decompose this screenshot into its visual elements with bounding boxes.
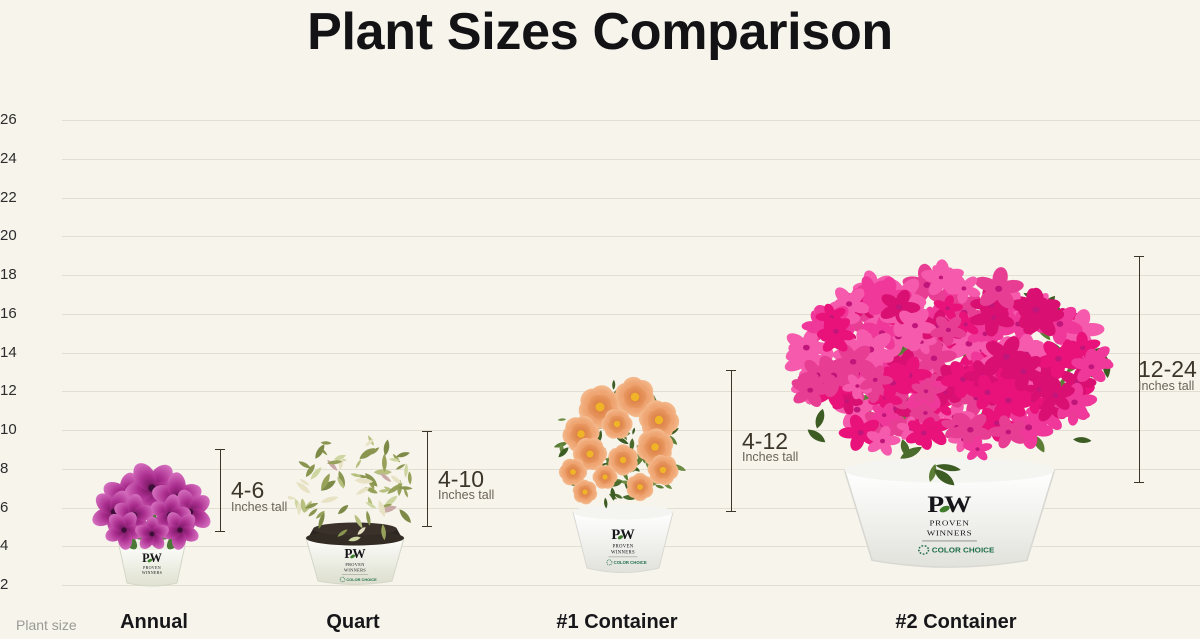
svg-text:PW: PW: [927, 491, 972, 518]
svg-text:COLOR CHOICE: COLOR CHOICE: [346, 577, 377, 582]
svg-text:PROVEN: PROVEN: [143, 565, 161, 570]
svg-text:PROVEN: PROVEN: [612, 545, 633, 550]
svg-text:PW: PW: [344, 546, 366, 561]
svg-text:WINNERS: WINNERS: [344, 567, 366, 572]
svg-text:WINNERS: WINNERS: [611, 550, 635, 555]
svg-text:COLOR CHOICE: COLOR CHOICE: [932, 546, 995, 554]
svg-text:COLOR CHOICE: COLOR CHOICE: [614, 560, 647, 565]
svg-text:WINNERS: WINNERS: [142, 570, 162, 575]
svg-text:PROVEN: PROVEN: [345, 562, 365, 567]
svg-text:PROVEN: PROVEN: [930, 519, 970, 527]
svg-text:PW: PW: [611, 527, 635, 543]
svg-text:WINNERS: WINNERS: [927, 529, 973, 537]
svg-text:PW: PW: [142, 551, 162, 565]
